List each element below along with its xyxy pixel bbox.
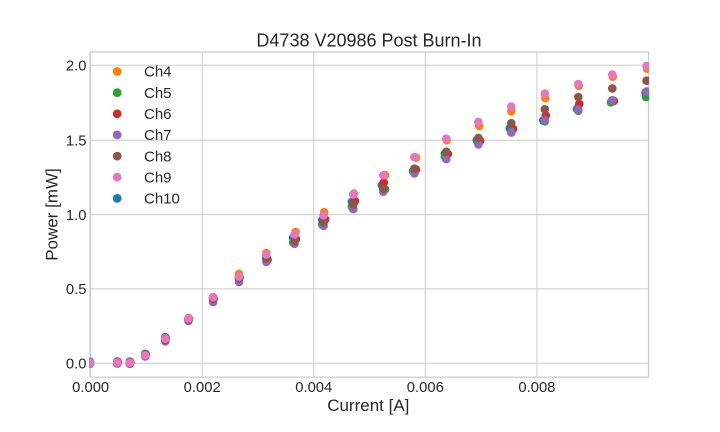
svg-text:0.008: 0.008 bbox=[518, 380, 555, 396]
svg-text:0.5: 0.5 bbox=[66, 282, 87, 298]
svg-text:2.0: 2.0 bbox=[66, 58, 87, 74]
svg-text:Ch4: Ch4 bbox=[144, 64, 172, 81]
svg-text:Ch6: Ch6 bbox=[144, 106, 172, 123]
svg-text:0.006: 0.006 bbox=[407, 380, 444, 396]
svg-text:Power [mW]: Power [mW] bbox=[43, 168, 62, 261]
svg-text:0.0: 0.0 bbox=[66, 356, 87, 372]
svg-text:Ch8: Ch8 bbox=[144, 148, 172, 165]
svg-text:0.002: 0.002 bbox=[184, 380, 221, 396]
svg-text:0.000: 0.000 bbox=[72, 380, 109, 396]
svg-text:Ch5: Ch5 bbox=[144, 85, 172, 102]
svg-text:Ch7: Ch7 bbox=[144, 127, 172, 144]
svg-text:1.0: 1.0 bbox=[66, 208, 87, 224]
svg-text:0.004: 0.004 bbox=[295, 380, 332, 396]
svg-text:Current [A]: Current [A] bbox=[327, 396, 409, 415]
svg-text:Ch9: Ch9 bbox=[144, 169, 172, 186]
svg-text:D4738 V20986 Post Burn-In: D4738 V20986 Post Burn-In bbox=[256, 31, 481, 51]
svg-text:1.5: 1.5 bbox=[66, 134, 87, 150]
svg-text:Ch10: Ch10 bbox=[144, 191, 180, 208]
